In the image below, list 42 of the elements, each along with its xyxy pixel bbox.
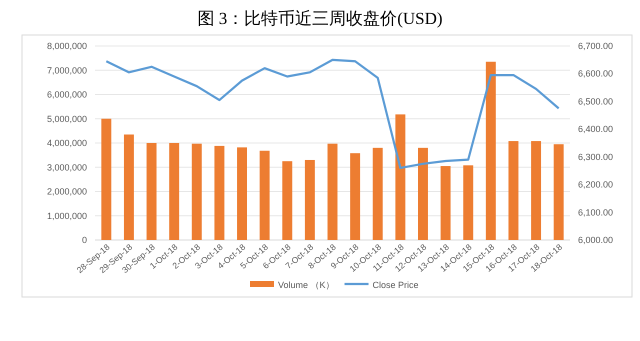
y2-tick-label: 6,300.00 bbox=[578, 152, 614, 162]
y-tick-label: 5,000,000 bbox=[46, 114, 87, 124]
y-tick-label: 6,000,000 bbox=[46, 90, 87, 100]
bar bbox=[192, 144, 202, 240]
bar bbox=[418, 148, 428, 240]
chart-title: 图 3：比特币近三周收盘价(USD) bbox=[197, 9, 443, 28]
y-tick-label: 4,000,000 bbox=[46, 138, 87, 148]
bar bbox=[486, 62, 496, 240]
y-tick-label: 3,000,000 bbox=[46, 162, 87, 172]
y-tick-label: 8,000,000 bbox=[46, 41, 87, 51]
legend-label: Volume （K） bbox=[278, 280, 335, 290]
bar bbox=[304, 160, 315, 240]
bar bbox=[508, 141, 518, 240]
bar bbox=[372, 148, 383, 240]
bar bbox=[169, 143, 180, 240]
y-tick-label: 1,000,000 bbox=[46, 210, 87, 221]
bar bbox=[101, 118, 112, 240]
legend-label: Close Price bbox=[372, 280, 419, 290]
bar bbox=[328, 144, 338, 240]
y2-tick-label: 6,400.00 bbox=[578, 124, 614, 134]
bar bbox=[531, 141, 542, 240]
bar bbox=[440, 166, 451, 240]
y-tick-label: 2,000,000 bbox=[46, 186, 87, 196]
bar bbox=[395, 114, 406, 240]
y-tick-label: 7,000,000 bbox=[46, 65, 87, 76]
bar bbox=[463, 165, 474, 240]
bar bbox=[124, 134, 134, 240]
line-series bbox=[105, 58, 560, 170]
y2-tick-label: 6,200.00 bbox=[578, 180, 614, 190]
bar bbox=[350, 153, 360, 240]
y2-tick-label: 6,100.00 bbox=[578, 207, 614, 218]
bar bbox=[260, 150, 270, 240]
bar bbox=[282, 161, 292, 240]
y2-tick-label: 6,500.00 bbox=[578, 96, 614, 106]
y-tick-label: 0 bbox=[82, 235, 87, 245]
y2-tick-label: 6,600.00 bbox=[578, 68, 614, 79]
y2-tick-label: 6,000.00 bbox=[578, 235, 614, 245]
bar bbox=[554, 144, 564, 240]
y2-tick-label: 6,700.00 bbox=[578, 41, 614, 51]
bar bbox=[214, 146, 224, 240]
bar bbox=[237, 147, 247, 240]
bar bbox=[146, 143, 157, 240]
